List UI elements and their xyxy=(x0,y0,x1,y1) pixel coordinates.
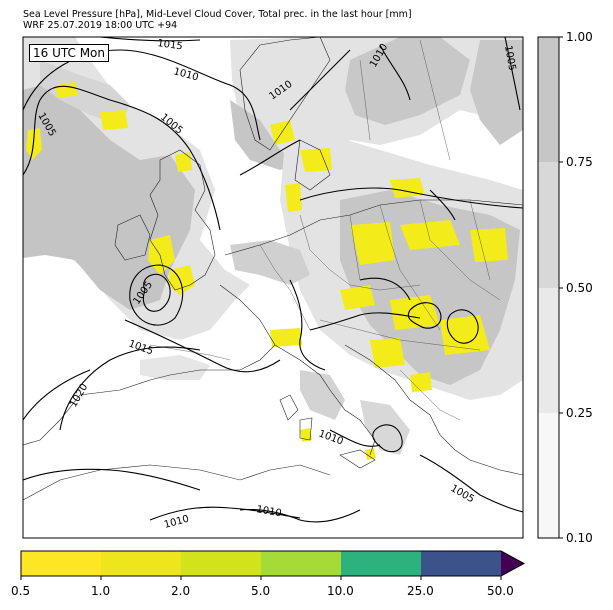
colorbar-tick-label: 0.10 xyxy=(566,531,593,545)
colorbar-segment xyxy=(181,551,261,576)
colorbar-segment xyxy=(101,551,181,576)
colorbar-tick-label: 0.50 xyxy=(566,281,593,295)
isobar-label: 1005 xyxy=(502,45,517,72)
colorbar-tick-label: 5.0 xyxy=(251,584,271,598)
map-subtitle: WRF 25.07.2019 18:00 UTC +94 xyxy=(23,20,178,31)
colorbar-tick-label: 1.00 xyxy=(566,30,593,44)
cloud-cover-colorbar xyxy=(537,36,563,539)
colorbar-tick-label: 2.0 xyxy=(171,584,191,598)
colorbar-segment xyxy=(538,162,559,288)
colorbar-segment xyxy=(341,551,421,576)
map-plot-area xyxy=(23,37,523,538)
colorbar-tick-label: 0.25 xyxy=(566,406,593,420)
precipitation-colorbar xyxy=(20,550,526,580)
colorbar-segment xyxy=(538,37,559,162)
isobar-label: 1010 xyxy=(255,504,282,519)
colorbar-tick-label: 50.0 xyxy=(487,584,514,598)
colorbar-segment xyxy=(421,551,501,576)
map-title: Sea Level Pressure [hPa], Mid-Level Clou… xyxy=(23,9,412,20)
colorbar-extension-arrow xyxy=(501,551,524,576)
colorbar-tick-label: 10.0 xyxy=(327,584,354,598)
valid-time-label: 16 UTC Mon xyxy=(29,44,109,62)
colorbar-tick-label: 25.0 xyxy=(407,584,434,598)
colorbar-tick-label: 0.5 xyxy=(11,584,31,598)
colorbar-segment xyxy=(21,551,101,576)
colorbar-segment xyxy=(538,288,559,413)
isobar-label: 1015 xyxy=(157,38,184,52)
colorbar-segment xyxy=(538,413,559,538)
colorbar-tick-label: 0.75 xyxy=(566,155,593,169)
isobars xyxy=(23,37,523,523)
colorbar-segment xyxy=(261,551,341,576)
colorbar-tick-label: 1.0 xyxy=(91,584,111,598)
